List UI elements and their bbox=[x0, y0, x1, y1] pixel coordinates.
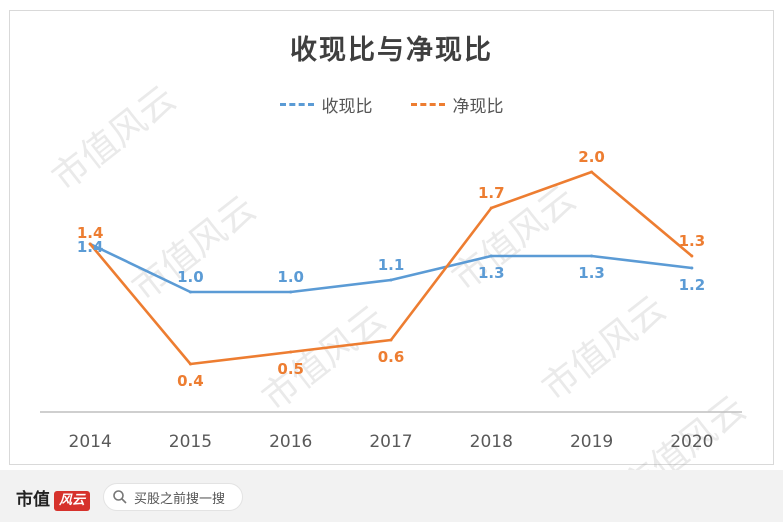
series-point-1 bbox=[489, 206, 493, 210]
chart-legend: 收现比 净现比 bbox=[0, 92, 783, 117]
series-point-0 bbox=[489, 254, 493, 258]
data-label-series-0: 1.4 bbox=[77, 238, 104, 256]
x-tick-label: 2017 bbox=[369, 432, 412, 452]
series-point-1 bbox=[690, 254, 694, 258]
brand-logo: 市值 风云 bbox=[16, 485, 90, 511]
series-point-0 bbox=[389, 278, 393, 282]
data-label-series-0: 1.0 bbox=[277, 268, 304, 286]
brand-mark: 风云 bbox=[54, 490, 90, 511]
data-label-series-1: 1.4 bbox=[77, 224, 104, 242]
data-label-series-1: 1.7 bbox=[478, 184, 505, 202]
series-point-1 bbox=[188, 362, 192, 366]
legend-item-series-1: 净现比 bbox=[410, 92, 504, 117]
series-point-0 bbox=[690, 266, 694, 270]
series-point-0 bbox=[289, 290, 293, 294]
legend-label-series-1: 净现比 bbox=[452, 97, 504, 117]
legend-swatch-series-1 bbox=[410, 103, 445, 106]
series-point-1 bbox=[590, 170, 594, 174]
search-text: 买股之前搜一搜 bbox=[134, 491, 226, 507]
data-label-series-0: 1.3 bbox=[478, 264, 505, 282]
legend-swatch-series-0 bbox=[279, 103, 314, 106]
search-button[interactable]: 买股之前搜一搜 bbox=[103, 483, 243, 511]
data-label-series-0: 1.2 bbox=[679, 276, 706, 294]
data-label-series-1: 0.5 bbox=[277, 360, 304, 378]
data-label-series-0: 1.0 bbox=[177, 268, 204, 286]
series-point-0 bbox=[590, 254, 594, 258]
x-tick-label: 2018 bbox=[470, 432, 513, 452]
data-label-series-0: 1.3 bbox=[578, 264, 605, 282]
x-tick-label: 2015 bbox=[169, 432, 212, 452]
data-label-series-1: 2.0 bbox=[578, 148, 605, 166]
brand-text: 市值 bbox=[16, 490, 50, 510]
data-label-series-1: 0.6 bbox=[378, 348, 405, 366]
data-label-series-1: 1.3 bbox=[679, 232, 706, 250]
data-label-series-1: 0.4 bbox=[177, 372, 204, 390]
line-chart-plot: 2014 2015 2016 2017 2018 2019 2020 1.4 1.0 1.0 1.1… bbox=[40, 148, 742, 452]
data-label-series-0: 1.1 bbox=[378, 256, 405, 274]
series-point-1 bbox=[389, 338, 393, 342]
legend-item-series-0: 收现比 bbox=[279, 92, 373, 117]
search-icon bbox=[113, 490, 127, 504]
x-tick-label: 2014 bbox=[69, 432, 112, 452]
x-tick-label: 2016 bbox=[269, 432, 312, 452]
chart-title: 收现比与净现比 bbox=[290, 35, 493, 66]
legend-label-series-0: 收现比 bbox=[321, 97, 373, 117]
series-point-0 bbox=[188, 290, 192, 294]
x-tick-label: 2020 bbox=[670, 432, 713, 452]
x-tick-label: 2019 bbox=[570, 432, 613, 452]
series-point-1 bbox=[289, 350, 293, 354]
series-point-1 bbox=[88, 242, 92, 246]
chart-card bbox=[9, 10, 774, 465]
